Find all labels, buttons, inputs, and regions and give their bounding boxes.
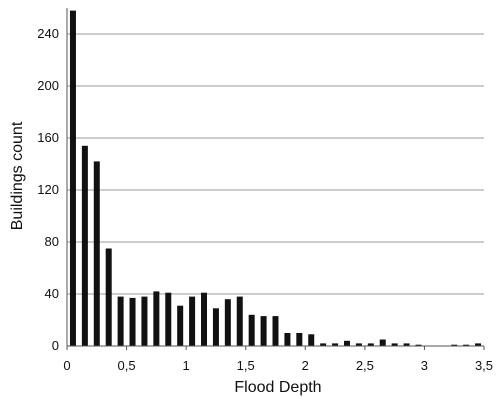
x-tick-labels: 0 0,5 1 1,5 2 2,5 3 3,5 [63, 346, 493, 373]
x-tick-label: 3,5 [475, 358, 493, 373]
bar [105, 248, 112, 346]
bar [93, 161, 100, 346]
bar [343, 340, 350, 346]
bar [391, 343, 398, 346]
x-tick-label: 1 [183, 358, 190, 373]
grid-lines [67, 33, 484, 295]
y-tick-label: 200 [37, 78, 59, 93]
bar [355, 343, 362, 346]
bar [212, 308, 219, 346]
bar [332, 343, 339, 346]
bar [69, 10, 76, 346]
bar [415, 344, 422, 346]
bar [284, 333, 291, 346]
bar [248, 314, 255, 346]
bar [403, 343, 410, 346]
bars [69, 10, 482, 346]
bar [451, 344, 458, 346]
x-tick-label: 3 [421, 358, 428, 373]
bar [141, 296, 148, 346]
y-tick-label: 0 [52, 338, 59, 353]
bar [165, 292, 172, 346]
bar [272, 316, 279, 346]
y-tick-labels: 0 40 80 120 160 200 240 [37, 26, 59, 353]
bar [117, 296, 124, 346]
y-tick-label: 240 [37, 26, 59, 41]
x-tick-label: 0 [63, 358, 70, 373]
bar [153, 291, 160, 346]
bar [177, 305, 184, 346]
y-tick-label: 160 [37, 130, 59, 145]
bar [260, 316, 267, 346]
bar [475, 343, 482, 346]
x-tick-label: 2,5 [356, 358, 374, 373]
x-tick-label: 0,5 [118, 358, 136, 373]
bar [320, 343, 327, 346]
y-tick-label: 120 [37, 182, 59, 197]
bar [379, 339, 386, 346]
y-tick-label: 40 [45, 286, 59, 301]
bar [201, 292, 208, 346]
bar [189, 296, 196, 346]
bar [296, 333, 303, 346]
bar [236, 296, 243, 346]
bar [463, 344, 470, 346]
bar [129, 297, 136, 346]
axes [66, 8, 484, 347]
x-tick-label: 2 [302, 358, 309, 373]
x-axis-title: Flood Depth [234, 379, 321, 396]
bar [367, 343, 374, 346]
bar [81, 145, 88, 346]
x-tick-label: 1,5 [237, 358, 255, 373]
bar [308, 334, 315, 346]
y-axis-title: Buildings count [9, 121, 26, 230]
y-tick-label: 80 [45, 234, 59, 249]
bar [224, 299, 231, 346]
